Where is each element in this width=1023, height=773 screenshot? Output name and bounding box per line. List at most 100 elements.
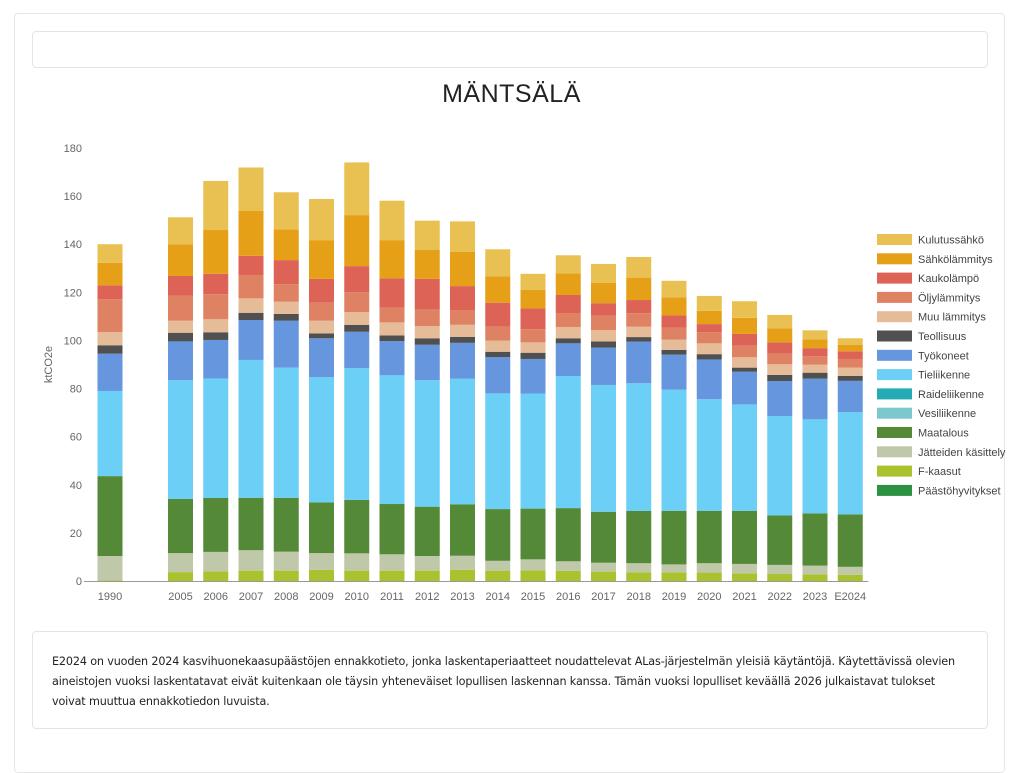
bar-segment[interactable] [591,511,616,563]
bar-segment[interactable] [767,374,793,382]
bar-segment[interactable] [273,570,299,581]
bar-segment[interactable] [802,565,828,575]
bar-segment[interactable] [661,339,687,350]
bar-segment[interactable] [626,341,652,384]
bar-segment[interactable] [344,266,370,293]
bar-segment[interactable] [203,498,229,552]
legend-item[interactable]: Tieliikenne [877,369,970,382]
bar-segment[interactable] [344,312,370,325]
bar-segment[interactable] [555,343,581,377]
bar-segment[interactable] [767,364,793,375]
bar-segment[interactable] [732,357,757,368]
bar-segment[interactable] [273,192,299,230]
bar-segment[interactable] [450,342,475,379]
bar-segment[interactable] [520,358,546,394]
bar-segment[interactable] [344,570,370,581]
bar-segment[interactable] [414,380,440,507]
bar-segment[interactable] [485,302,511,327]
bar-segment[interactable] [168,320,193,333]
bar-segment[interactable] [732,404,757,511]
bar-segment[interactable] [97,390,123,477]
bar-segment[interactable] [379,307,405,323]
bar-segment[interactable] [520,308,546,330]
bar-segment[interactable] [555,570,581,581]
bar-segment[interactable] [485,340,511,352]
bar-segment[interactable] [696,359,722,400]
legend-item[interactable]: Vesiliikenne [877,407,976,421]
bar-segment[interactable] [273,229,299,261]
bar-segment[interactable] [696,310,722,325]
bar-segment[interactable] [837,514,863,567]
bar-segment[interactable] [626,256,652,278]
bar-segment[interactable] [732,367,757,372]
bar-segment[interactable] [309,278,334,303]
bar-segment[interactable] [414,344,440,381]
bar-segment[interactable] [273,313,299,321]
bar-segment[interactable] [802,348,828,357]
bar-segment[interactable] [591,562,616,572]
bar-segment[interactable] [97,332,123,346]
bar-segment[interactable] [344,292,370,313]
bar-segment[interactable] [696,354,722,360]
bar-segment[interactable] [555,561,581,571]
bar-segment[interactable] [802,372,828,379]
legend-item[interactable]: Maatalous [877,427,969,440]
bar-segment[interactable] [97,580,123,581]
bar-segment[interactable] [661,510,687,565]
bar-segment[interactable] [379,570,405,581]
bar-segment[interactable] [485,570,511,581]
bar-segment[interactable] [168,295,193,321]
bar-segment[interactable] [732,317,757,334]
bar-segment[interactable] [414,570,440,581]
bar-segment[interactable] [238,298,264,313]
bar-segment[interactable] [591,347,616,385]
bar-segment[interactable] [767,314,793,329]
bar-segment[interactable] [485,276,511,303]
bar-segment[interactable] [696,563,722,573]
bar-segment[interactable] [168,244,193,276]
bar-segment[interactable] [696,332,722,344]
bar-segment[interactable] [168,498,193,554]
bar-segment[interactable] [837,412,863,515]
bar-segment[interactable] [309,377,334,503]
bar-segment[interactable] [97,244,123,263]
bar-segment[interactable] [837,345,863,352]
bar-segment[interactable] [555,338,581,344]
bar-segment[interactable] [97,555,123,581]
bar-segment[interactable] [520,393,546,509]
bar-segment[interactable] [344,162,370,216]
bar-segment[interactable] [555,376,581,509]
bar-segment[interactable] [767,564,793,575]
bar-segment[interactable] [379,554,405,571]
bar-segment[interactable] [203,551,229,572]
bar-segment[interactable] [450,504,475,556]
bar-segment[interactable] [379,341,405,376]
bar-segment[interactable] [414,278,440,310]
bar-segment[interactable] [732,371,757,405]
bar-segment[interactable] [837,367,863,376]
bar-segment[interactable] [555,326,581,339]
bar-segment[interactable] [767,381,793,416]
bar-segment[interactable] [555,273,581,295]
bar-segment[interactable] [555,294,581,314]
bar-segment[interactable] [520,342,546,353]
bar-segment[interactable] [802,419,828,514]
bar-segment[interactable] [802,356,828,365]
bar-segment[interactable] [379,335,405,342]
bar-segment[interactable] [837,351,863,359]
bar-segment[interactable] [344,553,370,571]
bar-segment[interactable] [837,380,863,413]
bar-segment[interactable] [732,345,757,358]
bar-segment[interactable] [661,354,687,390]
bar-segment[interactable] [802,364,828,373]
bar-segment[interactable] [767,574,793,581]
bar-segment[interactable] [238,275,264,299]
bar-segment[interactable] [309,320,334,334]
bar-segment[interactable] [450,221,475,252]
bar-segment[interactable] [696,295,722,311]
bar-segment[interactable] [238,211,264,256]
bar-segment[interactable] [309,333,334,339]
bar-segment[interactable] [520,329,546,343]
bar-segment[interactable] [732,333,757,346]
bar-segment[interactable] [344,215,370,267]
